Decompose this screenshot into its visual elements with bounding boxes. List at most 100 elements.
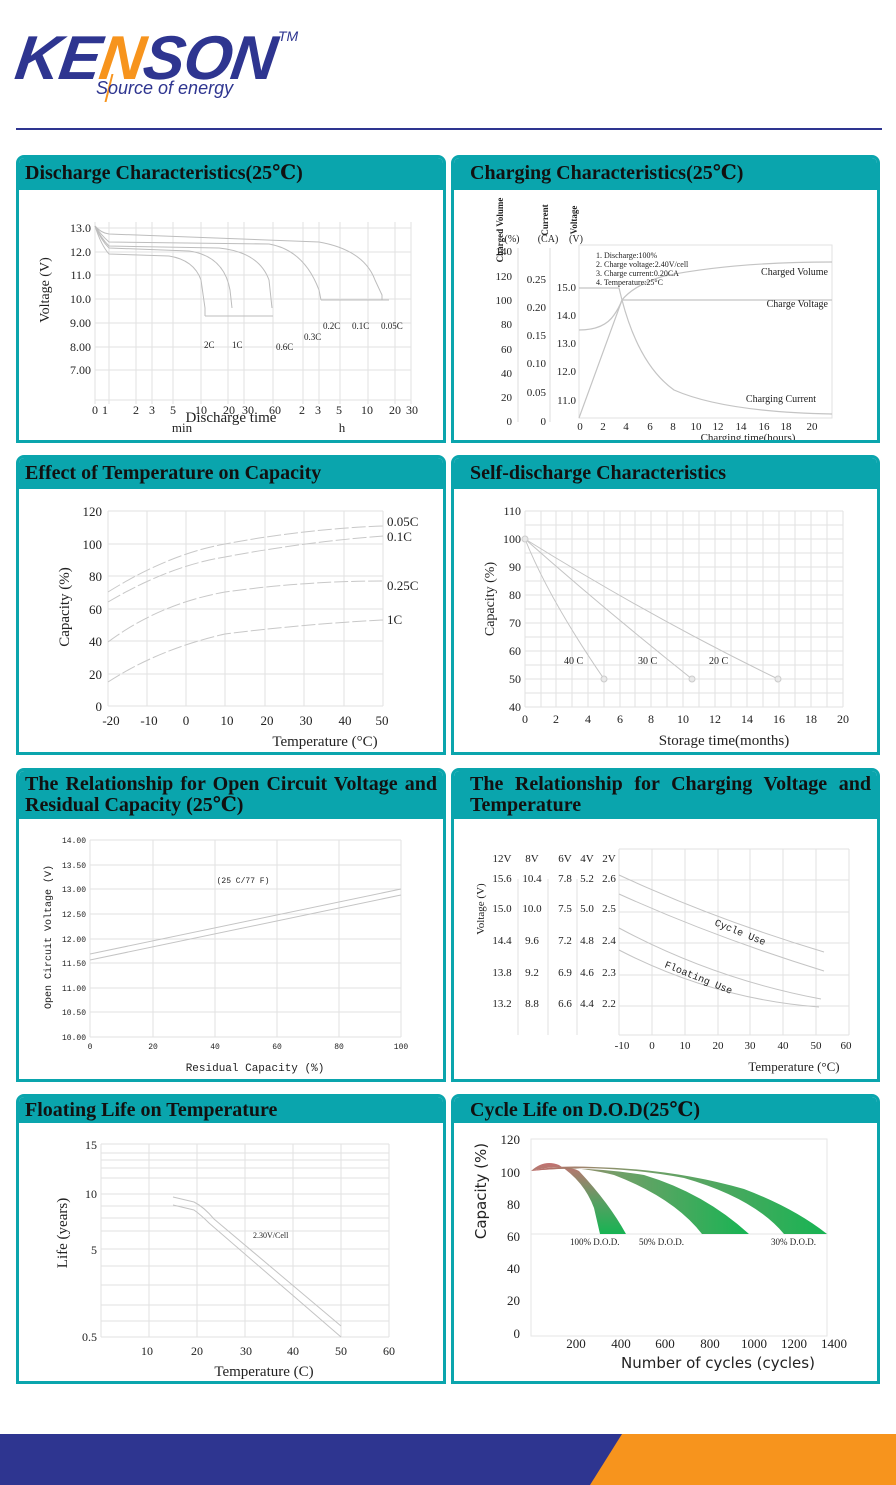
svg-text:80: 80 [501,319,513,331]
svg-text:Residual Capacity (%): Residual Capacity (%) [186,1063,325,1075]
trademark-mark: TM [278,28,299,44]
svg-text:2.5: 2.5 [602,903,616,915]
panel-effect-of-temperature-on-capacity: Effect of Temperature on Capacity 120 10… [16,455,446,755]
svg-text:5: 5 [336,403,342,417]
panel-charging-characteristics: Charging Characteristics(25℃) Charged Vo… [451,155,880,443]
svg-text:13.8: 13.8 [492,967,512,979]
svg-text:5.2: 5.2 [580,873,594,885]
svg-text:0: 0 [541,416,547,428]
svg-text:20: 20 [148,1043,158,1052]
svg-text:16: 16 [773,712,785,726]
svg-text:60: 60 [269,403,281,417]
svg-text:0: 0 [507,416,513,428]
svg-text:400: 400 [611,1336,631,1351]
svg-text:9.00: 9.00 [70,316,91,330]
svg-text:4. Temperature:25°C: 4. Temperature:25°C [596,278,663,287]
svg-text:0.05C: 0.05C [381,321,403,331]
svg-text:0.05: 0.05 [527,387,547,399]
svg-text:(V): (V) [569,234,583,245]
svg-text:6.6: 6.6 [558,998,572,1010]
svg-text:2V: 2V [602,853,616,865]
svg-text:40: 40 [339,713,352,728]
svg-text:80: 80 [334,1043,344,1052]
svg-text:100: 100 [394,1043,409,1052]
logo-tagline: Source of energy [96,78,234,98]
svg-text:3: 3 [315,403,321,417]
svg-text:12.0: 12.0 [557,366,577,378]
svg-text:120: 120 [83,504,103,519]
svg-text:13.0: 13.0 [70,221,91,235]
svg-text:4: 4 [585,712,591,726]
svg-text:110: 110 [503,504,521,518]
svg-text:60: 60 [509,644,521,658]
svg-text:60: 60 [89,602,102,617]
svg-text:9.2: 9.2 [525,967,539,979]
svg-text:0.25: 0.25 [527,274,547,286]
svg-text:(%): (%) [505,234,520,245]
header: KENSON TM Source of energy [0,0,896,135]
panel-title: Self-discharge Characteristics [454,458,877,489]
svg-text:Number of cycles (cycles): Number of cycles (cycles) [621,1354,815,1372]
svg-text:13.50: 13.50 [62,862,86,871]
svg-text:1C: 1C [232,340,243,350]
svg-text:120: 120 [496,271,513,283]
svg-text:10: 10 [85,1187,97,1201]
svg-text:Current: Current [540,204,550,235]
svg-text:14.00: 14.00 [62,837,86,846]
svg-text:30% D.O.D.: 30% D.O.D. [771,1237,816,1247]
svg-text:40 C: 40 C [564,656,584,667]
svg-text:11.0: 11.0 [70,268,91,282]
panel-title: Effect of Temperature on Capacity [19,458,443,489]
svg-text:14.0: 14.0 [557,310,577,322]
svg-text:0.05C: 0.05C [387,514,418,529]
svg-text:Capacity (%): Capacity (%) [472,1143,490,1239]
svg-text:4: 4 [623,421,629,433]
svg-text:20: 20 [713,1040,725,1052]
svg-text:Capacity (%): Capacity (%) [483,562,498,637]
svg-text:20: 20 [501,392,513,404]
panel-charging-voltage-temperature: The Relationship for Charging Voltage an… [451,768,880,1082]
svg-text:1. Discharge:100%: 1. Discharge:100% [596,251,658,260]
svg-text:7.5: 7.5 [558,903,572,915]
svg-text:Voltage: Voltage [569,206,579,235]
svg-text:20: 20 [191,1344,203,1358]
charging-chart: Charged Volume Current Voltage (%) (CA) … [495,198,833,440]
kenson-logo: KENSON TM Source of energy [11,24,306,108]
svg-text:4.4: 4.4 [580,998,594,1010]
svg-text:0: 0 [183,713,190,728]
panel-cycle-life-on-dod: Cycle Life on D.O.D(25℃) 100% D.O.D. 50%… [451,1094,880,1384]
svg-text:10.4: 10.4 [522,873,542,885]
svg-text:7.00: 7.00 [70,363,91,377]
svg-text:15.0: 15.0 [557,282,577,294]
svg-text:0: 0 [522,712,528,726]
svg-text:60: 60 [501,344,513,356]
panel-title: Charging Characteristics(25℃) [454,158,877,190]
svg-text:10: 10 [221,713,234,728]
svg-text:70: 70 [509,616,521,630]
svg-text:15.0: 15.0 [492,903,512,915]
ocv-chart: 14.00 13.50 13.00 12.50 12.00 11.50 11.00 10… [43,837,409,1075]
svg-text:18: 18 [781,421,793,433]
svg-text:6: 6 [617,712,623,726]
svg-text:6V: 6V [558,853,572,865]
svg-text:10.00: 10.00 [62,1034,86,1043]
svg-text:12.0: 12.0 [70,245,91,259]
svg-text:3. Charge current:0.20CA: 3. Charge current:0.20CA [596,269,679,278]
svg-text:3: 3 [149,403,155,417]
svg-text:30: 30 [745,1040,757,1052]
svg-text:Temperature (°C): Temperature (°C) [748,1059,839,1074]
svg-text:40: 40 [210,1043,220,1052]
svg-text:0: 0 [649,1040,655,1052]
panel-self-discharge-characteristics: Self-discharge Characteristics 40 C 30 C… [451,455,880,755]
svg-text:Charged Volume: Charged Volume [761,267,829,278]
svg-text:60: 60 [507,1229,520,1244]
svg-text:10: 10 [361,403,373,417]
svg-text:1: 1 [102,403,108,417]
svg-text:2: 2 [133,403,139,417]
svg-text:1400: 1400 [821,1336,847,1351]
svg-text:50% D.O.D.: 50% D.O.D. [639,1237,684,1247]
svg-text:14.4: 14.4 [492,935,512,947]
svg-text:20: 20 [223,403,235,417]
svg-text:6: 6 [647,421,653,433]
